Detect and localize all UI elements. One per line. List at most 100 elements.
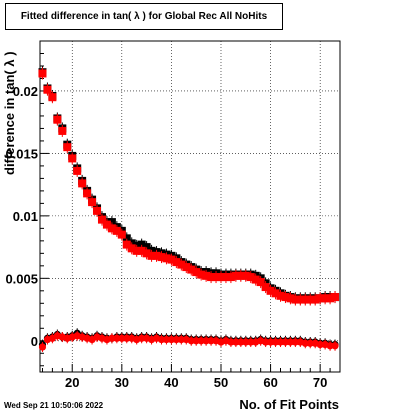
data-point-circle — [306, 339, 314, 347]
data-point-square — [162, 254, 171, 263]
data-point-circle — [271, 338, 280, 346]
data-point-square — [331, 293, 340, 302]
data-point-square — [137, 240, 146, 249]
data-point-square — [122, 234, 131, 243]
data-point-circle — [177, 335, 185, 344]
y-tick-label: 0 — [31, 334, 38, 349]
data-point-circle — [242, 338, 250, 346]
data-point-square — [107, 218, 116, 227]
x-tick-label: 60 — [263, 375, 277, 390]
data-point-circle — [162, 335, 171, 344]
data-point-square — [291, 295, 300, 304]
data-point-circle — [202, 337, 210, 345]
data-point-square — [112, 226, 121, 235]
x-tick-label: 40 — [164, 375, 178, 390]
data-point-square — [172, 258, 181, 267]
data-point-circle — [291, 338, 299, 346]
data-point-square — [43, 85, 52, 94]
data-point-square — [147, 251, 156, 260]
x-tick-label: 20 — [65, 375, 79, 390]
data-point-square — [226, 273, 235, 282]
data-point-square — [122, 240, 131, 249]
data-point-square — [102, 220, 111, 229]
data-point-square — [93, 206, 102, 215]
data-point-square — [306, 295, 315, 304]
x-tick-label: 50 — [214, 375, 228, 390]
data-point-circle — [108, 334, 116, 342]
data-point-square — [53, 115, 62, 124]
data-point-square — [301, 295, 310, 304]
data-point-square — [216, 273, 225, 282]
y-tick-label: 0.02 — [13, 84, 38, 99]
x-tick-label: 70 — [313, 375, 327, 390]
data-point-circle — [266, 338, 275, 346]
data-point-square — [97, 215, 106, 224]
data-point-square — [236, 271, 245, 280]
data-point-circle — [286, 338, 295, 346]
data-point-circle — [157, 335, 166, 344]
data-point-circle — [138, 334, 146, 342]
data-point-square — [316, 294, 325, 303]
data-point-square — [177, 260, 186, 269]
data-point-square — [251, 275, 260, 284]
data-point-square — [261, 283, 270, 292]
data-point-square — [246, 273, 255, 282]
data-point-circle — [207, 337, 215, 345]
data-point-circle — [232, 338, 240, 346]
y-tick-label: 0.005 — [5, 271, 38, 286]
data-point-square — [296, 295, 305, 304]
data-point-square — [48, 93, 57, 102]
data-point-square — [142, 243, 151, 252]
data-point-square — [231, 271, 240, 280]
plot-frame — [39, 40, 341, 373]
data-point-circle — [187, 337, 195, 345]
data-point-square — [286, 294, 295, 303]
data-point-square — [212, 273, 221, 282]
data-point-circle — [197, 337, 205, 345]
data-point-square — [83, 189, 92, 198]
data-point-square — [281, 293, 290, 302]
y-tick-label: 0.01 — [13, 209, 38, 224]
data-point-circle — [172, 335, 180, 344]
timestamp: Wed Sep 21 10:50:06 2022 — [4, 401, 104, 410]
data-point-square — [157, 253, 166, 262]
data-point-circle — [227, 338, 235, 346]
data-point-square — [107, 224, 116, 233]
data-point-square — [321, 294, 330, 303]
data-point-square — [192, 268, 201, 277]
data-point-square — [221, 273, 230, 282]
data-point-circle — [331, 342, 339, 350]
data-point-square — [58, 126, 67, 135]
data-point-circle — [167, 335, 176, 344]
data-point-square — [187, 265, 196, 274]
data-point-square — [241, 271, 250, 280]
data-point-square — [88, 198, 97, 207]
x-tick-label: 30 — [115, 375, 129, 390]
data-point-circle — [326, 342, 334, 350]
y-tick-label: 0.015 — [5, 146, 38, 161]
data-point-circle — [113, 334, 121, 342]
data-point-square — [127, 244, 136, 253]
data-point-square — [137, 246, 146, 255]
data-point-square — [256, 278, 265, 287]
x-axis-label: No. of Fit Points — [239, 397, 339, 412]
data-point-square — [63, 143, 72, 152]
y-axis-label: difference in tan( λ ) — [2, 51, 17, 175]
data-point-circle — [123, 334, 131, 342]
data-point-circle — [301, 339, 309, 347]
data-point-square — [197, 270, 206, 279]
data-point-square — [68, 154, 77, 163]
data-point-square — [167, 255, 176, 264]
data-point-square — [276, 291, 285, 300]
data-point-circle — [281, 338, 290, 346]
data-point-circle — [262, 338, 270, 346]
data-point-circle — [38, 343, 47, 351]
data-point-square — [207, 273, 216, 282]
data-point-circle — [276, 338, 285, 346]
data-point-square — [38, 69, 47, 78]
data-point-square — [152, 251, 161, 260]
data-point-square — [202, 271, 211, 280]
data-point-circle — [247, 338, 255, 346]
